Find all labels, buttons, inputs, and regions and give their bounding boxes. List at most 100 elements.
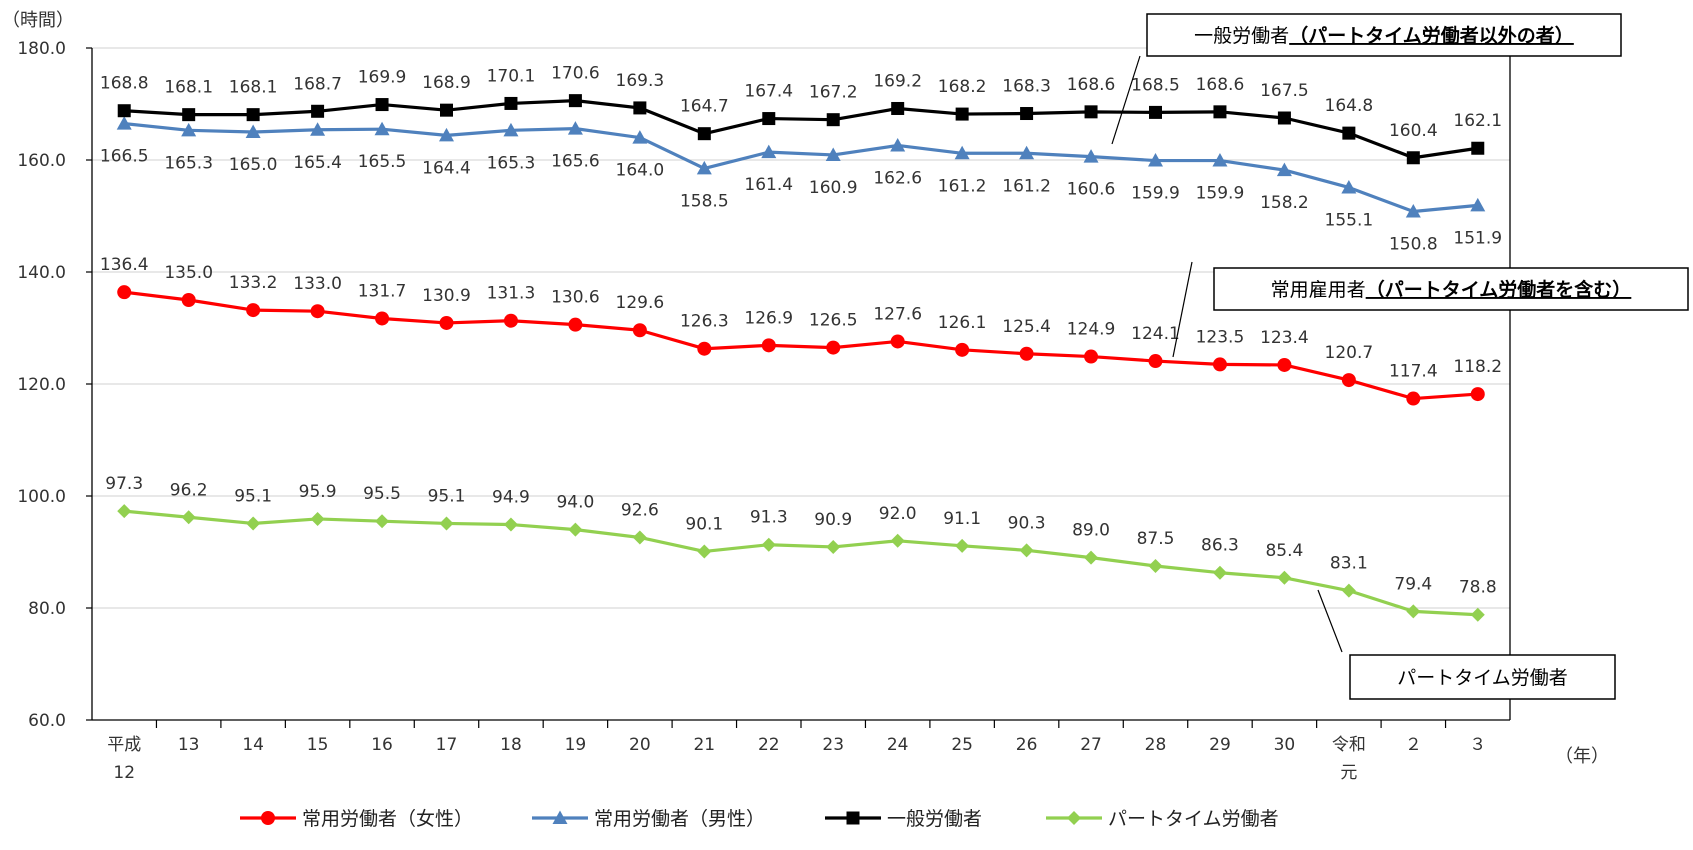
- data-label: 168.8: [100, 74, 149, 94]
- data-point: [439, 315, 454, 330]
- x-tick-label: 29: [1209, 735, 1231, 755]
- x-tick-line: 15: [307, 735, 329, 755]
- data-point: [246, 108, 260, 122]
- x-tick-label: 26: [1016, 735, 1038, 755]
- data-label: 168.3: [1002, 77, 1051, 97]
- data-point: [246, 516, 261, 531]
- y-tick-label: 120.0: [17, 375, 66, 395]
- data-point: [1084, 550, 1099, 565]
- y-tick-label: 60.0: [28, 711, 66, 731]
- data-label: 165.3: [487, 153, 536, 173]
- data-label: 165.6: [551, 152, 600, 172]
- data-point: [1277, 357, 1292, 372]
- data-point: [762, 112, 776, 126]
- data-label: 124.1: [1131, 324, 1180, 344]
- data-label: 158.5: [680, 191, 729, 211]
- data-label: 118.2: [1453, 357, 1502, 377]
- legend-label: パートタイム労働者: [1108, 808, 1279, 830]
- data-label: 130.9: [422, 286, 471, 306]
- data-label: 160.4: [1389, 121, 1438, 141]
- data-label: 167.4: [744, 82, 793, 102]
- x-tick-label: 17: [436, 735, 458, 755]
- data-point: [1342, 126, 1356, 140]
- data-label: 162.1: [1453, 111, 1502, 131]
- data-label: 168.1: [229, 78, 278, 98]
- annotation-box: [1213, 267, 1689, 311]
- data-label: 95.5: [363, 484, 401, 504]
- data-label: 169.9: [358, 68, 407, 88]
- data-label: 95.9: [299, 482, 337, 502]
- data-label: 95.1: [234, 486, 272, 506]
- x-tick-line: 29: [1209, 735, 1231, 755]
- data-label: 95.1: [428, 486, 466, 506]
- data-point: [1149, 105, 1162, 119]
- annotation-box: [1349, 654, 1616, 700]
- legend-marker: [846, 811, 860, 825]
- data-point: [503, 122, 519, 137]
- x-tick-label: 23: [822, 735, 844, 755]
- x-tick-line: 27: [1080, 735, 1102, 755]
- x-tick-label: ３: [1469, 735, 1486, 755]
- data-point: [440, 103, 453, 117]
- annotation-text: 一般労働者（パートタイム労働者以外の者）: [1194, 24, 1574, 47]
- data-point: [1019, 543, 1034, 558]
- data-label: 125.4: [1002, 317, 1051, 337]
- data-point: [567, 121, 583, 135]
- data-point: [955, 538, 970, 553]
- x-tick-line: ２: [1405, 735, 1422, 755]
- data-point: [890, 533, 905, 548]
- data-point: [825, 147, 841, 161]
- data-label: 165.3: [164, 153, 213, 173]
- data-point: [568, 94, 582, 108]
- data-label: 167.5: [1260, 81, 1309, 101]
- x-tick-line: 18: [500, 735, 522, 755]
- legend-label: 一般労働者: [887, 808, 982, 830]
- x-tick-label: 19: [565, 735, 587, 755]
- data-point: [246, 303, 261, 318]
- x-tick-label: 25: [951, 735, 973, 755]
- data-label: 78.8: [1459, 578, 1497, 598]
- x-tick-line: 28: [1145, 735, 1167, 755]
- x-tick-label: 13: [178, 735, 200, 755]
- y-tick-label: 140.0: [17, 263, 66, 283]
- data-label: 90.3: [1008, 513, 1046, 533]
- x-tick-line: 24: [887, 735, 909, 755]
- data-label: 168.1: [164, 78, 213, 98]
- annotation-leader: [1317, 589, 1343, 653]
- data-label: 120.7: [1325, 343, 1374, 363]
- data-point: [1341, 179, 1357, 194]
- series-line: [124, 99, 1479, 160]
- data-point: [503, 517, 518, 532]
- data-point: [245, 124, 261, 138]
- data-label: 164.4: [422, 158, 471, 178]
- data-point: [761, 144, 777, 159]
- data-label: 94.0: [556, 493, 594, 513]
- data-point: [1212, 153, 1228, 167]
- data-point: [632, 530, 647, 545]
- x-tick-line: 25: [951, 735, 973, 755]
- data-point: [1212, 357, 1227, 372]
- series-lines: [116, 94, 1486, 622]
- data-label: 168.2: [938, 77, 987, 97]
- legend-marker: [261, 811, 275, 825]
- data-label: 164.0: [616, 161, 665, 181]
- legend-label: 常用労働者（男性）: [594, 808, 765, 830]
- data-point: [761, 338, 776, 353]
- data-labels: 136.4 135.0 133.2 133.0 131.7 130.9 131.3 130.6…: [100, 64, 1502, 598]
- data-label: 123.5: [1196, 327, 1245, 347]
- data-point: [954, 145, 970, 160]
- data-point: [826, 113, 840, 127]
- data-label: 151.9: [1453, 228, 1502, 248]
- annotation-prefix: 一般労働者: [1194, 25, 1289, 47]
- x-tick-label: 30: [1274, 735, 1296, 755]
- annotation-leader: [1111, 55, 1141, 145]
- x-tick-label: 14: [242, 735, 264, 755]
- x-tick-line: 21: [693, 735, 715, 755]
- x-tick-line: 令和: [1332, 735, 1366, 755]
- data-label: 164.8: [1325, 96, 1374, 116]
- x-axis-unit: （年）: [1555, 746, 1609, 767]
- data-label: 161.2: [938, 176, 987, 196]
- data-label: 89.0: [1072, 521, 1110, 541]
- data-point: [1148, 354, 1163, 369]
